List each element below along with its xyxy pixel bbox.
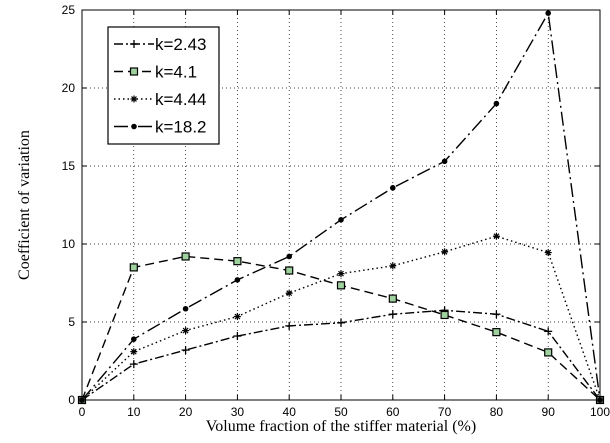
- y-tick-label: 15: [62, 159, 76, 173]
- legend-label: k=2.43: [155, 35, 207, 54]
- point-marker-plus: [544, 327, 553, 336]
- point-marker-star: [492, 232, 500, 240]
- point-marker-square: [492, 328, 501, 337]
- x-tick-label: 80: [490, 405, 504, 419]
- point-marker-dot: [338, 217, 344, 223]
- point-marker-star: [182, 327, 190, 335]
- point-marker-dot: [390, 185, 396, 191]
- point-marker-plus: [129, 360, 138, 369]
- y-tick-label: 0: [68, 393, 75, 407]
- point-marker-square: [129, 263, 138, 272]
- point-marker-star: [544, 249, 552, 257]
- point-marker-square: [388, 294, 397, 303]
- x-tick-label: 60: [386, 405, 400, 419]
- point-marker-plus: [233, 332, 242, 341]
- y-tick-label: 5: [68, 315, 75, 329]
- point-marker-dot: [131, 336, 137, 342]
- point-marker-star: [441, 248, 449, 256]
- point-marker-star: [389, 262, 397, 270]
- point-marker-square: [129, 67, 139, 76]
- point-marker-dot: [441, 158, 448, 165]
- point-marker-dot: [234, 277, 241, 283]
- y-tick-label: 10: [62, 237, 76, 251]
- point-marker-plus: [130, 40, 138, 48]
- series-k-2-43: [78, 306, 604, 404]
- point-marker-star: [233, 313, 241, 321]
- legend-box: [107, 26, 220, 145]
- point-marker-star: [130, 348, 138, 356]
- point-marker-square: [336, 281, 346, 290]
- point-marker-square: [233, 257, 242, 266]
- legend-label: k=4.1: [155, 63, 197, 82]
- x-tick-label: 10: [127, 405, 141, 419]
- x-tick-label: 90: [542, 405, 556, 419]
- legend-item: k=4.44: [114, 90, 207, 109]
- point-marker-dot: [286, 253, 293, 260]
- legend-label: k=4.44: [155, 90, 207, 109]
- x-tick-label: 30: [231, 405, 245, 419]
- y-tick-label: 20: [62, 81, 76, 95]
- y-axis-title: Coefficient of variation: [16, 130, 33, 280]
- point-marker-dot: [131, 123, 137, 130]
- point-marker-plus: [285, 321, 294, 330]
- point-marker-plus: [492, 310, 501, 319]
- legend-label: k=18.2: [155, 118, 207, 137]
- axis-ticks: 0 10 20 30 40 50 60 70 80 90 100 0 5 10 15 20 25: [62, 3, 610, 419]
- x-tick-label: 20: [179, 405, 193, 419]
- y-tick-label: 25: [62, 3, 76, 17]
- point-marker-dot: [493, 100, 500, 107]
- series-layer: [77, 10, 605, 405]
- x-tick-label: 40: [283, 405, 297, 419]
- point-marker-plus: [337, 318, 345, 327]
- point-marker-plus: [388, 310, 397, 319]
- legend: k=2.43 k=4.1 k=4.44 k=18.2: [107, 26, 220, 145]
- x-tick-label: 50: [334, 405, 348, 419]
- point-marker-star: [130, 95, 138, 103]
- point-marker-plus: [181, 346, 190, 355]
- x-tick-label: 0: [79, 405, 86, 419]
- point-marker-square: [440, 310, 449, 320]
- point-marker-star: [337, 270, 345, 278]
- point-marker-square: [285, 266, 294, 275]
- point-marker-star: [285, 289, 293, 297]
- x-tick-label: 70: [438, 405, 452, 419]
- legend-item: k=18.2: [114, 118, 207, 137]
- x-axis-title: Volume fraction of the stiffer material …: [206, 418, 476, 435]
- point-marker-square: [544, 348, 553, 357]
- point-marker-square: [181, 252, 190, 261]
- legend-item: k=2.43: [114, 35, 207, 54]
- series-k-18-2: [79, 10, 603, 403]
- x-tick-label: 100: [590, 405, 610, 419]
- point-marker-dot: [182, 305, 189, 312]
- legend-item: k=4.1: [114, 63, 197, 82]
